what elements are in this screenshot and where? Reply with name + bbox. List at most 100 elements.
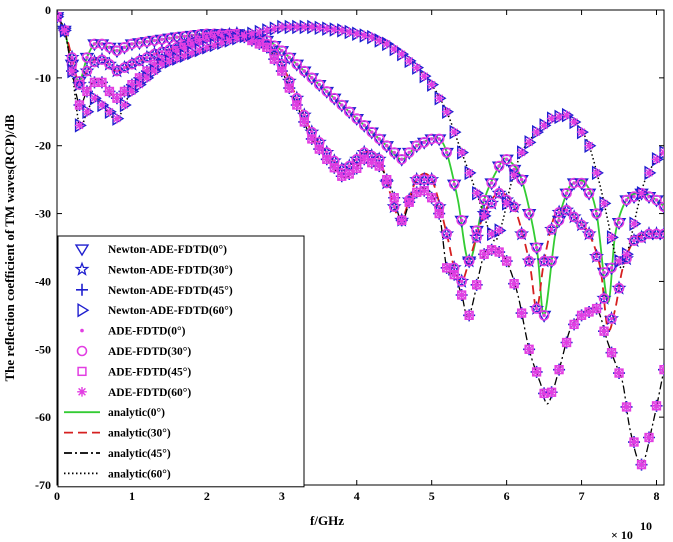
marker-0-dot <box>175 35 179 39</box>
marker-60-dot <box>429 82 434 87</box>
marker-0-dot <box>572 181 576 185</box>
marker-30-dot <box>280 62 284 67</box>
marker-0-dot <box>542 313 546 318</box>
marker-30-circle <box>523 255 535 267</box>
marker-0-dot <box>587 191 591 196</box>
marker-30-circle <box>606 313 617 325</box>
legend-symbol-circle <box>76 345 88 357</box>
marker-45-dot <box>212 34 217 39</box>
marker-60-dot <box>384 42 389 46</box>
marker-45-dot <box>482 252 486 257</box>
marker-0-circle <box>523 208 535 219</box>
marker-0-dot <box>662 204 664 209</box>
marker-0-circle <box>606 262 617 274</box>
marker-60-dot <box>617 259 621 263</box>
marker-30-circle <box>74 79 85 90</box>
marker-0-dot <box>534 245 539 250</box>
marker-30-dot <box>92 60 97 64</box>
marker-45-dot <box>384 177 389 182</box>
marker-60-dot <box>594 171 599 175</box>
marker-45-dot <box>362 157 367 162</box>
marker-45-dot <box>100 80 104 85</box>
marker-30-dot <box>549 227 554 232</box>
marker-45-dot <box>579 313 584 318</box>
y-axis-label: The reflection coefficient of TM waves(R… <box>2 114 17 381</box>
marker-45-dot <box>632 440 636 444</box>
marker-30-circle <box>486 198 497 209</box>
marker-0-dot <box>594 211 599 216</box>
y-axis-ticks: 0 -10 -20 -30 -40 -50 -60 -70 <box>35 3 664 492</box>
marker-45-dot <box>324 157 329 162</box>
legend-label: ADE-FDTD(0°) <box>108 326 186 338</box>
marker-60-dot <box>175 56 179 61</box>
marker-45-dot <box>257 42 262 46</box>
marker-60-dot <box>220 40 224 45</box>
marker-60-dot <box>235 36 239 41</box>
marker-30-dot <box>85 69 89 73</box>
legend-label: ADE-FDTD(30°) <box>108 346 191 358</box>
marker-30-dot <box>332 159 337 163</box>
legend-symbol-plus <box>76 283 88 296</box>
marker-30-dot <box>392 204 397 209</box>
marker-60-dot <box>632 221 636 226</box>
marker-30-dot <box>160 50 164 54</box>
marker-0-dot <box>130 42 134 46</box>
marker-60-dot <box>257 30 262 34</box>
marker-0-dot <box>160 37 164 42</box>
marker-30-dot <box>444 232 449 236</box>
marker-0-circle <box>358 120 370 131</box>
marker-60-dot <box>212 43 217 47</box>
marker-30-circle <box>583 228 595 240</box>
marker-45-dot <box>437 211 441 216</box>
marker-60-dot <box>190 51 194 55</box>
marker-0-dot <box>497 164 501 168</box>
marker-60-dot <box>459 150 464 155</box>
x-axis-label: f/GHz <box>310 513 344 528</box>
marker-30-dot <box>609 316 614 321</box>
marker-0-circle <box>81 52 93 63</box>
x-tick-label: 2 <box>204 489 210 503</box>
legend-label: analytic(45°) <box>108 448 171 460</box>
marker-30-dot <box>317 140 322 145</box>
marker-30-circle <box>81 65 93 77</box>
marker-30-dot <box>302 113 307 117</box>
x-tick-label: 3 <box>279 489 285 503</box>
marker-0-dot <box>309 76 314 80</box>
marker-0-circle <box>328 92 340 104</box>
marker-30-circle <box>463 255 475 267</box>
marker-45-dot <box>564 340 569 345</box>
marker-30-circle <box>568 211 580 223</box>
marker-45-dot <box>182 45 187 50</box>
marker-30-dot <box>137 59 142 63</box>
marker-0-dot <box>557 218 561 223</box>
legend-box <box>57 235 305 488</box>
marker-0-circle <box>433 133 445 145</box>
marker-45-dot <box>250 38 254 43</box>
legend-label: Newton-ADE-FDTD(45°) <box>108 285 233 297</box>
y-tick-label: -70 <box>35 478 51 492</box>
marker-30-dot <box>639 235 644 240</box>
marker-45-dot <box>594 306 599 311</box>
marker-0-dot <box>324 89 329 94</box>
marker-45-dot <box>107 89 112 94</box>
y-tick-label: 0 <box>45 3 51 17</box>
marker-0-circle <box>471 225 482 236</box>
marker-45-dot <box>175 48 179 53</box>
marker-30-circle <box>576 219 587 231</box>
marker-60-dot <box>564 113 569 117</box>
marker-45-dot <box>115 96 119 101</box>
marker-30-dot <box>572 215 576 219</box>
marker-60-dot <box>205 45 209 50</box>
marker-0-dot <box>459 218 464 223</box>
marker-60-dot <box>362 33 367 38</box>
marker-45-dot <box>220 33 224 38</box>
marker-45-dot <box>92 80 97 85</box>
marker-30-dot <box>512 204 516 209</box>
marker-30-dot <box>309 130 314 134</box>
marker-60-dot <box>324 26 329 31</box>
marker-0-dot <box>527 211 531 216</box>
marker-0-circle <box>388 147 400 158</box>
marker-0-circle <box>284 52 295 63</box>
marker-45-dot <box>85 89 89 94</box>
marker-0-dot <box>384 143 389 148</box>
